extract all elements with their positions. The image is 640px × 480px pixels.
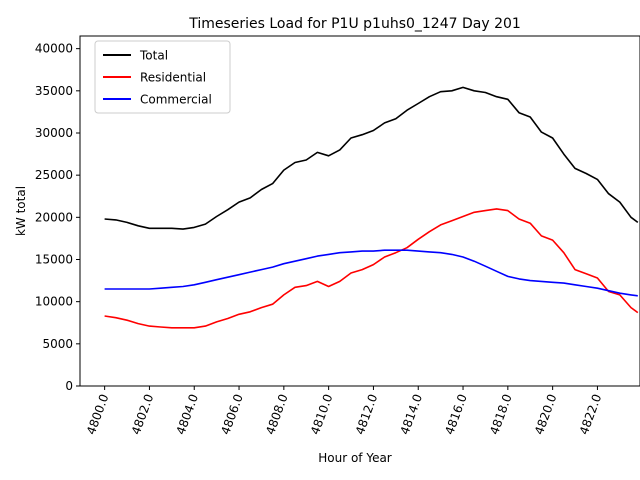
x-tick-label: 4804.0 xyxy=(174,392,202,436)
legend-label-residential: Residential xyxy=(140,71,206,85)
x-tick-label: 4818.0 xyxy=(487,392,515,436)
series-line-residential xyxy=(104,208,639,329)
series-line-commercial xyxy=(104,249,638,297)
y-axis-ticks: 0 5000 10000 15000 20000 25000 30000 35000 40000 xyxy=(35,42,80,393)
x-tick-label: 4820.0 xyxy=(532,392,560,436)
y-tick-label: 25000 xyxy=(35,168,73,182)
chart-title: Timeseries Load for P1U p1uhs0_1247 Day … xyxy=(188,16,521,32)
y-tick-label: 10000 xyxy=(35,295,73,309)
x-tick-label: 4810.0 xyxy=(308,392,336,436)
y-tick-label: 35000 xyxy=(35,84,73,98)
x-tick-label: 4806.0 xyxy=(218,392,246,436)
x-tick-label: 4822.0 xyxy=(577,392,605,436)
legend: Total Residential Commercial xyxy=(94,40,231,114)
y-tick-label: 30000 xyxy=(35,126,73,140)
y-tick-label: 40000 xyxy=(35,42,73,56)
series-line-total xyxy=(104,86,639,230)
legend-label-total: Total xyxy=(139,49,168,63)
x-tick-label: 4808.0 xyxy=(263,392,291,436)
x-tick-label: 4814.0 xyxy=(398,392,426,436)
plot-frame xyxy=(79,35,640,387)
x-tick-label: 4802.0 xyxy=(129,392,157,436)
legend-label-commercial: Commercial xyxy=(140,93,212,107)
x-tick-label: 4812.0 xyxy=(353,392,381,436)
x-tick-label: 4800.0 xyxy=(84,392,112,436)
y-tick-label: 15000 xyxy=(35,252,73,266)
legend-frame xyxy=(94,40,231,114)
series-layer xyxy=(104,86,639,329)
y-tick-label: 20000 xyxy=(35,210,73,224)
y-tick-label: 0 xyxy=(65,379,73,393)
x-axis-label: Hour of Year xyxy=(318,451,392,465)
y-tick-label: 5000 xyxy=(42,337,73,351)
y-axis-label: kW total xyxy=(14,186,28,236)
x-axis-ticks: 4800.0 4802.0 4804.0 4806.0 4808.0 4810.0 4812… xyxy=(84,386,604,436)
x-tick-label: 4816.0 xyxy=(442,392,470,436)
